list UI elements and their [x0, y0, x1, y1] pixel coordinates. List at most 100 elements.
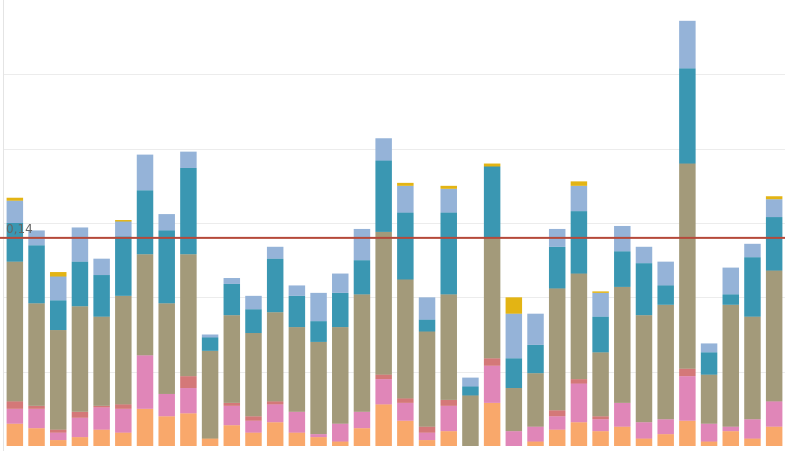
bar-segment[interactable]: [353, 428, 371, 446]
bar-segment[interactable]: [440, 399, 457, 406]
bar-segment[interactable]: [245, 420, 262, 433]
bar-segment[interactable]: [288, 411, 306, 433]
bar-segment[interactable]: [527, 373, 544, 427]
bar-segment[interactable]: [375, 138, 392, 161]
bar-segment[interactable]: [71, 417, 89, 438]
bar-segment[interactable]: [418, 297, 436, 320]
bar-segment[interactable]: [418, 426, 436, 433]
bar-segment[interactable]: [700, 374, 718, 424]
bar-segment[interactable]: [635, 438, 653, 446]
bar-segment[interactable]: [375, 231, 392, 375]
bar-segment[interactable]: [223, 278, 241, 284]
bar-segment[interactable]: [353, 228, 371, 261]
bar-segment[interactable]: [6, 401, 24, 409]
bar-segment[interactable]: [49, 300, 67, 331]
bar-segment[interactable]: [679, 20, 696, 69]
bar-segment[interactable]: [353, 411, 371, 429]
bar-segment[interactable]: [245, 333, 262, 417]
bar-segment[interactable]: [548, 416, 566, 430]
bar-segment[interactable]: [440, 294, 457, 400]
bar-segment[interactable]: [483, 365, 501, 403]
bar-segment[interactable]: [765, 196, 783, 200]
bar-segment[interactable]: [397, 279, 414, 399]
bar-segment[interactable]: [657, 304, 674, 420]
bar-segment[interactable]: [332, 441, 349, 446]
bar-segment[interactable]: [266, 312, 284, 402]
bar-segment[interactable]: [245, 432, 262, 446]
bar-segment[interactable]: [570, 383, 588, 423]
bar-segment[interactable]: [505, 297, 523, 314]
bar-segment[interactable]: [765, 426, 783, 446]
bar-segment[interactable]: [744, 419, 761, 439]
bar-segment[interactable]: [440, 188, 457, 213]
bar-segment[interactable]: [6, 200, 24, 223]
bar-segment[interactable]: [722, 267, 740, 295]
bar-segment[interactable]: [310, 341, 327, 435]
bar-segment[interactable]: [505, 358, 523, 389]
bar-segment[interactable]: [700, 423, 718, 442]
bar-segment[interactable]: [93, 405, 110, 408]
bar-segment[interactable]: [679, 68, 696, 164]
bar-segment[interactable]: [548, 429, 566, 446]
bar-segment[interactable]: [462, 395, 479, 446]
bar-segment[interactable]: [483, 166, 501, 238]
bar-segment[interactable]: [49, 432, 67, 441]
bar-segment[interactable]: [570, 211, 588, 274]
bar-segment[interactable]: [201, 334, 219, 338]
bar-segment[interactable]: [71, 437, 89, 446]
bar-segment[interactable]: [93, 429, 110, 446]
bar-segment[interactable]: [483, 358, 501, 366]
bar-segment[interactable]: [332, 327, 349, 424]
bar-segment[interactable]: [115, 221, 132, 237]
bar-segment[interactable]: [266, 404, 284, 423]
bar-segment[interactable]: [245, 416, 262, 421]
bar-segment[interactable]: [310, 437, 327, 446]
bar-segment[interactable]: [397, 402, 414, 421]
bar-segment[interactable]: [527, 426, 544, 442]
bar-segment[interactable]: [722, 294, 740, 305]
bar-segment[interactable]: [592, 419, 609, 432]
bar-segment[interactable]: [722, 304, 740, 427]
bar-segment[interactable]: [49, 330, 67, 430]
bar-segment[interactable]: [397, 212, 414, 280]
bar-segment[interactable]: [679, 376, 696, 421]
bar-segment[interactable]: [6, 223, 24, 262]
bar-segment[interactable]: [115, 295, 132, 405]
bar-segment[interactable]: [310, 321, 327, 342]
bar-segment[interactable]: [440, 431, 457, 446]
bar-segment[interactable]: [548, 246, 566, 289]
bar-segment[interactable]: [223, 283, 241, 316]
bar-segment[interactable]: [765, 217, 783, 271]
bar-segment[interactable]: [180, 167, 197, 255]
bar-segment[interactable]: [570, 273, 588, 380]
bar-segment[interactable]: [635, 422, 653, 439]
bar-segment[interactable]: [49, 272, 67, 277]
bar-segment[interactable]: [418, 319, 436, 332]
bar-segment[interactable]: [115, 236, 132, 296]
bar-segment[interactable]: [180, 376, 197, 389]
bar-segment[interactable]: [592, 431, 609, 446]
bar-segment[interactable]: [28, 405, 45, 409]
bar-segment[interactable]: [180, 413, 197, 446]
bar-segment[interactable]: [614, 402, 631, 427]
bar-segment[interactable]: [700, 441, 718, 446]
bar-segment[interactable]: [6, 423, 24, 446]
bar-segment[interactable]: [136, 355, 154, 409]
bar-segment[interactable]: [505, 431, 523, 446]
bar-segment[interactable]: [744, 243, 761, 258]
bar-segment[interactable]: [223, 405, 241, 426]
bar-segment[interactable]: [592, 291, 609, 293]
bar-segment[interactable]: [592, 416, 609, 420]
bar-segment[interactable]: [266, 422, 284, 446]
bar-segment[interactable]: [505, 388, 523, 432]
bar-segment[interactable]: [28, 408, 45, 429]
bar-segment[interactable]: [570, 181, 588, 186]
bar-segment[interactable]: [570, 422, 588, 446]
bar-segment[interactable]: [635, 315, 653, 423]
bar-segment[interactable]: [375, 374, 392, 380]
bar-segment[interactable]: [223, 315, 241, 403]
bar-segment[interactable]: [245, 309, 262, 334]
bar-segment[interactable]: [375, 404, 392, 446]
bar-segment[interactable]: [614, 286, 631, 403]
bar-segment[interactable]: [266, 258, 284, 313]
